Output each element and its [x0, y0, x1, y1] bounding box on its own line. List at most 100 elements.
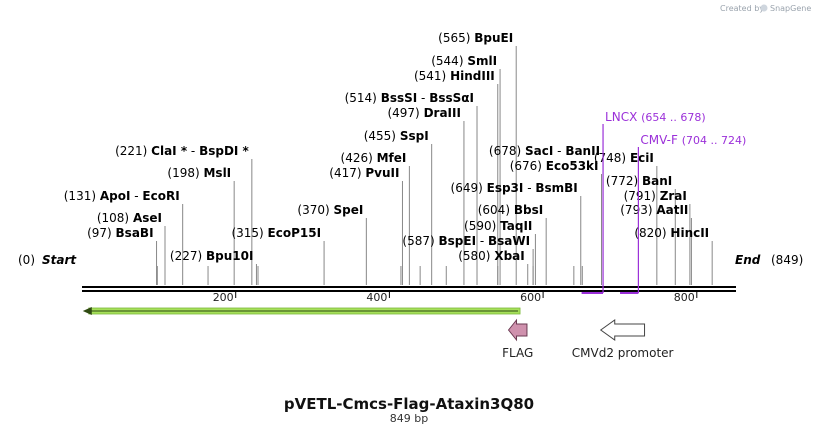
site-number: (417) [329, 166, 365, 180]
site-name: SmlI [467, 54, 497, 68]
site-labels: (97) BsaBI(108) AseI(131) ApoI - EcoRI(1… [64, 31, 709, 263]
site-name: SpeI [334, 203, 364, 217]
site-label[interactable]: (565) BpuEI [438, 31, 513, 45]
site-number: - [476, 234, 488, 248]
start-pos: (0) [18, 253, 35, 267]
site-name: EciI [630, 151, 654, 165]
site-label[interactable]: (541) HindIII [414, 69, 495, 83]
site-number: - [187, 144, 199, 158]
site-number: (370) [297, 203, 333, 217]
site-label[interactable]: (649) Esp3I - BsmBI [451, 181, 578, 195]
site-name: BssSI [381, 91, 418, 105]
site-number: (198) [167, 166, 203, 180]
site-number: (108) [97, 211, 133, 225]
ruler-tick-label: 200 [213, 291, 234, 304]
site-number: (565) [438, 31, 474, 45]
site-number: (678) [489, 144, 525, 158]
site-number: (97) [87, 226, 115, 240]
site-name: HindIII [450, 69, 495, 83]
site-label[interactable]: (417) PvuII [329, 166, 399, 180]
site-number: (455) [364, 129, 400, 143]
site-name: MfeI [377, 151, 407, 165]
site-name: EcoRI [142, 189, 179, 203]
site-number: (587) [402, 234, 438, 248]
site-label[interactable]: (227) Bpu10I [170, 249, 254, 263]
snapgene-logo-icon [760, 4, 768, 12]
site-name: BanII [565, 144, 600, 158]
primer-name: LNCX [605, 110, 641, 124]
site-name: BsmBI [535, 181, 577, 195]
site-name: HincII [670, 226, 709, 240]
site-label[interactable]: (590) TaqII [464, 219, 532, 233]
site-label[interactable]: (772) BanI [606, 174, 672, 188]
primer-name: CMV-F [640, 133, 681, 147]
site-number: (544) [431, 54, 467, 68]
site-name: AatII [656, 203, 688, 217]
site-number: (131) [64, 189, 100, 203]
site-label[interactable]: (198) MslI [167, 166, 231, 180]
site-label[interactable]: (97) BsaBI [87, 226, 153, 240]
site-name: XbaI [494, 249, 524, 263]
site-label[interactable]: (514) BssSI - BssSαI [345, 91, 474, 105]
site-number: - [130, 189, 142, 203]
site-label[interactable]: (580) XbaI [458, 249, 525, 263]
site-label[interactable]: (676) Eco53kI [510, 159, 599, 173]
site-label[interactable]: (221) ClaI * - BspDI * [115, 144, 249, 158]
ruler-tick-label: 400 [366, 291, 387, 304]
site-label[interactable]: (315) EcoP15I [231, 226, 321, 240]
site-label[interactable]: (604) BbsI [478, 203, 543, 217]
site-label[interactable]: (791) ZraI [624, 189, 687, 203]
primer-label[interactable]: CMV-F (704 .. 724) [640, 133, 746, 147]
site-name: Bpu10I [206, 249, 253, 263]
site-lines [156, 46, 713, 285]
site-name: Esp3I [487, 181, 524, 195]
site-number: (514) [345, 91, 381, 105]
site-number: (604) [478, 203, 514, 217]
site-label[interactable]: (820) HincII [634, 226, 709, 240]
site-number: (580) [458, 249, 494, 263]
site-number: (772) [606, 174, 642, 188]
site-name: SacI [525, 144, 553, 158]
site-name: ApoI [100, 189, 131, 203]
site-number: - [417, 91, 429, 105]
feature-label: FLAG [502, 346, 533, 360]
site-name: BbsI [514, 203, 543, 217]
site-label[interactable]: (497) DraIII [387, 106, 460, 120]
site-label[interactable]: (108) AseI [97, 211, 162, 225]
site-label[interactable]: (678) SacI - BanII [489, 144, 600, 158]
site-name: BspEI [439, 234, 477, 248]
site-name: PvuII [365, 166, 399, 180]
feature-label: CMVd2 promoter [572, 346, 674, 360]
feature-arrow[interactable] [507, 318, 528, 342]
site-label[interactable]: (370) SpeI [297, 203, 363, 217]
features: FLAG CMVd2 promoter [82, 307, 674, 360]
end-label: End (849) [735, 253, 803, 267]
primer-label[interactable]: LNCX (654 .. 678) [605, 110, 706, 124]
site-name: MslI [203, 166, 231, 180]
site-number: (649) [451, 181, 487, 195]
feature-arrow[interactable] [599, 319, 646, 341]
site-name: EcoP15I [268, 226, 322, 240]
site-label[interactable]: (426) MfeI [341, 151, 407, 165]
site-number: (221) [115, 144, 151, 158]
site-number: - [553, 144, 565, 158]
site-name: BsaBI [116, 226, 154, 240]
site-label[interactable]: (793) AatII [620, 203, 688, 217]
start-label: (0) Start [18, 253, 77, 267]
start-name: Start [42, 253, 77, 267]
site-name: BspDI * [199, 144, 249, 158]
site-number: (227) [170, 249, 206, 263]
snapgene-credit: Created by SnapGene [720, 4, 811, 13]
site-number: (541) [414, 69, 450, 83]
site-name: ClaI * [151, 144, 188, 158]
site-number: (426) [341, 151, 377, 165]
site-number: (590) [464, 219, 500, 233]
site-name: BssSαI [429, 91, 474, 105]
primer-range: (654 .. 678) [641, 111, 706, 124]
site-label[interactable]: (131) ApoI - EcoRI [64, 189, 180, 203]
site-name: Eco53kI [546, 159, 599, 173]
site-label[interactable]: (544) SmlI [431, 54, 497, 68]
site-label[interactable]: (587) BspEI - BsaWI [402, 234, 530, 248]
site-label[interactable]: (455) SspI [364, 129, 429, 143]
